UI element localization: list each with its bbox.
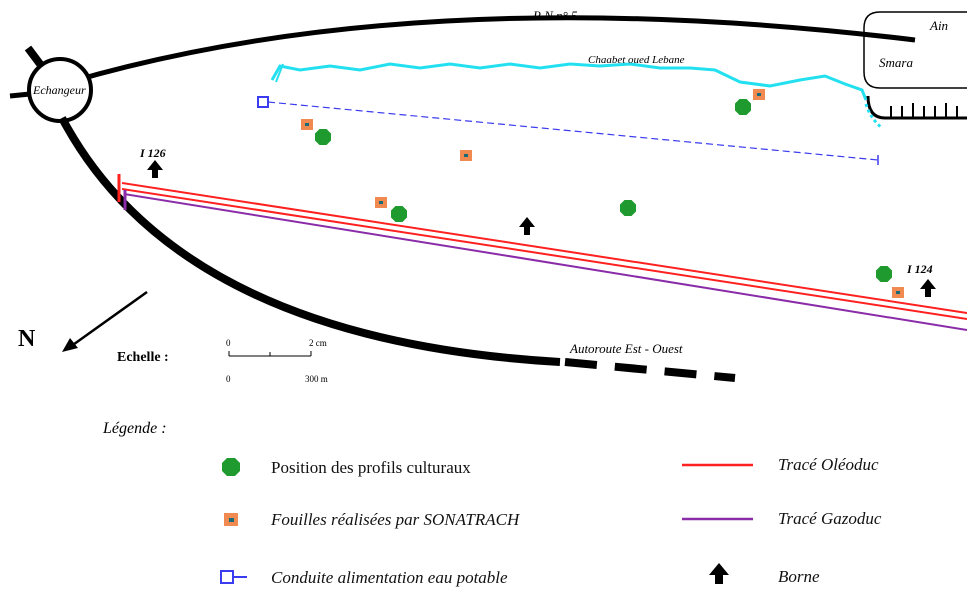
scale-bar (228, 351, 312, 357)
fouille-marker (892, 287, 904, 298)
town-boundary (866, 95, 967, 120)
oleoduc-line-upper (121, 182, 967, 314)
legend-gazoduc-label: Tracé Gazoduc (778, 509, 882, 528)
legend-borne-icon (709, 563, 729, 584)
legend-borne-label: Borne (778, 567, 820, 586)
legend-profil-icon (222, 458, 240, 476)
profil-marker (876, 266, 892, 282)
legend-conduite-icon (220, 570, 247, 584)
legend-profil-label: Position des profils culturaux (271, 458, 471, 477)
profil-marker (315, 129, 331, 145)
borne-arrow-icon (519, 217, 535, 235)
interchange-label: Echangeur (32, 83, 86, 97)
legend-fouille-label: Fouilles réalisées par SONATRACH (270, 510, 521, 529)
smara-label: Smara (879, 55, 913, 70)
ain-label: Ain (929, 18, 948, 33)
scale-bottom-zero: 0 (226, 374, 231, 384)
legend-title: Légende : (102, 420, 167, 437)
scale-top-zero: 0 (226, 338, 231, 348)
borne-arrow-icon (920, 279, 936, 297)
borne-1124-label: I 124 (906, 262, 933, 276)
rn5-road (69, 15, 916, 85)
river-label: Chaabet oued Lebane (588, 54, 685, 66)
north-arrow-icon (62, 290, 148, 352)
gazoduc-line (123, 193, 967, 331)
autoroute-est-ouest (58, 116, 561, 366)
rn5-road-west (9, 91, 31, 99)
fouille-marker (460, 150, 472, 161)
borne-1126-label: I 126 (139, 146, 166, 160)
rn5-label: R N n° 5 (532, 8, 578, 23)
fouille-marker (753, 89, 765, 100)
conduite-line (267, 101, 879, 161)
ain-smara-box (863, 11, 967, 89)
scale-top-value: 2 cm (309, 338, 327, 348)
autoroute-planned-dashed (564, 358, 736, 382)
profil-marker (735, 99, 751, 115)
scale-title: Echelle : (117, 350, 169, 365)
legend-oleoduc-label: Tracé Oléoduc (778, 455, 879, 474)
river-chaabet-start (275, 63, 284, 83)
borne-arrow-icon (147, 160, 163, 178)
profil-marker (391, 206, 407, 222)
legend-fouille-icon (224, 513, 238, 526)
river-chaabet (270, 62, 868, 101)
river-chaabet-tail (864, 103, 883, 130)
legend-conduite-label: Conduite alimentation eau potable (271, 568, 508, 587)
autoroute-label: Autoroute Est - Ouest (569, 341, 683, 356)
north-label: N (18, 326, 36, 352)
fouille-marker (301, 119, 313, 130)
scale-bottom-value: 300 m (305, 374, 328, 384)
autoroute-northwest (24, 45, 44, 67)
oleoduc-line-lower (121, 188, 967, 320)
fouille-marker (375, 197, 387, 208)
conduite-start-square (257, 96, 269, 108)
profil-marker (620, 200, 636, 216)
